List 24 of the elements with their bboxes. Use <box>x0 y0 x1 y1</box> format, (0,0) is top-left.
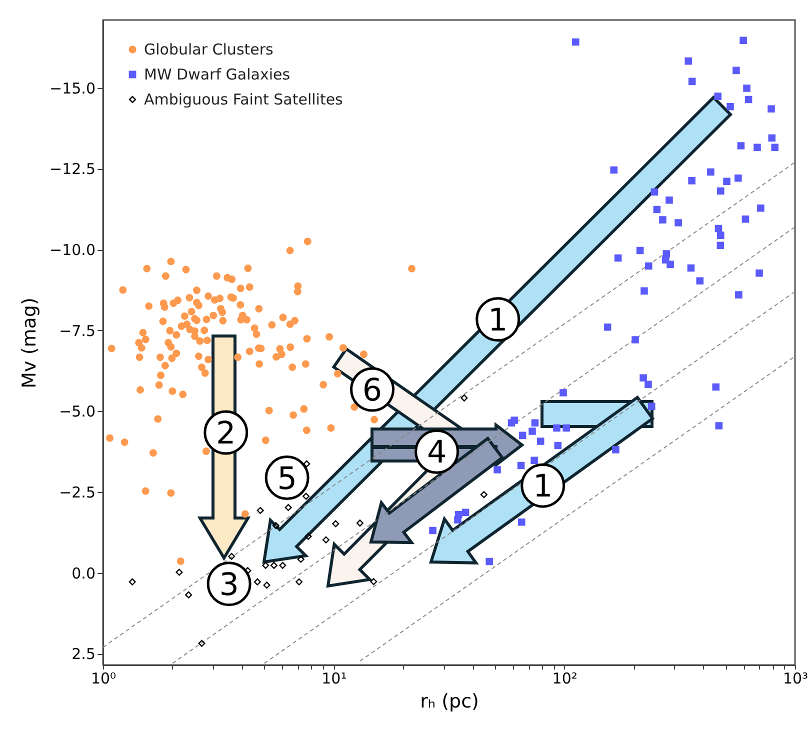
legend-label: Ambiguous Faint Satellites <box>144 90 344 108</box>
legend-label: MW Dwarf Galaxies <box>144 66 290 84</box>
y-tick-label: 0.0 <box>72 564 96 582</box>
annotation: 3 <box>219 566 239 603</box>
y-axis-title: Mv (mag) <box>18 298 41 388</box>
x-tick-label: 10¹ <box>322 670 347 688</box>
y-tick-label: 2.5 <box>72 645 96 664</box>
annotation: 5 <box>277 460 297 497</box>
y-tick-label: −15.0 <box>50 79 96 98</box>
y-tick-label: −10.0 <box>50 241 96 260</box>
annotation: 1 <box>532 468 553 505</box>
y-tick-label: −12.5 <box>50 160 96 178</box>
y-tick-label: −7.5 <box>59 322 96 340</box>
annotation: 2 <box>216 416 236 452</box>
annotation: 4 <box>426 434 447 471</box>
y-tick-label: −5.0 <box>59 402 96 421</box>
y-tick-label: −2.5 <box>59 484 96 502</box>
annotation: 1 <box>488 302 508 338</box>
annotation: 6 <box>362 372 382 409</box>
legend-label: Globular Clusters <box>144 40 274 58</box>
x-tick-label: 10⁰ <box>90 670 116 688</box>
x-tick-label: 10³ <box>782 670 808 688</box>
x-axis-title: rₕ (pc) <box>420 690 479 712</box>
x-tick-label: 10² <box>552 670 578 688</box>
